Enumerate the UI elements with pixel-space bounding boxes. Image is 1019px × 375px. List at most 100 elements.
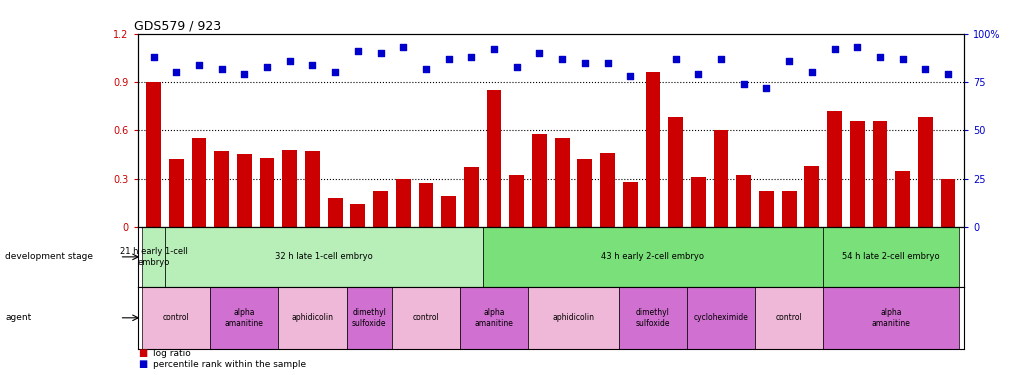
Bar — [599, 153, 614, 227]
Bar — [895, 171, 909, 227]
Bar — [528, 287, 619, 349]
Bar — [142, 287, 210, 349]
Bar — [940, 178, 955, 227]
Point — [168, 69, 184, 75]
Point — [735, 81, 751, 87]
Point — [894, 56, 910, 62]
Bar — [327, 198, 342, 227]
Bar — [373, 192, 387, 227]
Text: 32 h late 1-cell embryo: 32 h late 1-cell embryo — [275, 252, 372, 261]
Point — [712, 56, 729, 62]
Text: aphidicolin: aphidicolin — [552, 314, 594, 322]
Point — [394, 44, 411, 50]
Text: agent: agent — [5, 314, 32, 322]
Bar — [391, 287, 460, 349]
Bar — [687, 287, 754, 349]
Bar — [532, 134, 546, 227]
Text: ■: ■ — [138, 359, 147, 369]
Point — [825, 46, 842, 52]
Point — [576, 60, 592, 66]
Bar — [214, 151, 229, 227]
Point — [440, 56, 457, 62]
Text: development stage: development stage — [5, 252, 93, 261]
Bar — [165, 227, 482, 287]
Bar — [781, 192, 796, 227]
Text: GDS579 / 923: GDS579 / 923 — [133, 20, 220, 33]
Text: control: control — [775, 314, 802, 322]
Bar — [849, 121, 864, 227]
Bar — [464, 167, 478, 227]
Point — [938, 71, 955, 77]
Text: percentile rank within the sample: percentile rank within the sample — [153, 360, 306, 369]
Text: aphidicolin: aphidicolin — [291, 314, 333, 322]
Point — [803, 69, 819, 75]
Bar — [754, 287, 822, 349]
Point — [553, 56, 570, 62]
Bar — [146, 82, 161, 227]
Text: dimethyl
sulfoxide: dimethyl sulfoxide — [352, 308, 386, 327]
Point — [372, 50, 388, 56]
Bar — [917, 117, 931, 227]
Bar — [736, 176, 750, 227]
Point — [327, 69, 343, 75]
Point — [485, 46, 501, 52]
Bar — [351, 204, 365, 227]
Text: ■: ■ — [138, 348, 147, 358]
Text: 21 h early 1-cell
embryо: 21 h early 1-cell embryо — [119, 247, 187, 267]
Point — [848, 44, 864, 50]
Point — [463, 54, 479, 60]
Bar — [278, 287, 346, 349]
Point — [259, 64, 275, 70]
Bar — [554, 138, 569, 227]
Bar — [713, 130, 728, 227]
Point — [666, 56, 683, 62]
Text: alpha
amanitine: alpha amanitine — [225, 308, 264, 327]
Bar — [460, 287, 528, 349]
Point — [281, 58, 298, 64]
Bar — [282, 150, 297, 227]
Bar — [822, 227, 959, 287]
Bar — [871, 121, 887, 227]
Point — [531, 50, 547, 56]
Bar — [623, 182, 637, 227]
Bar — [142, 227, 165, 287]
Bar — [645, 72, 659, 227]
Bar — [441, 196, 455, 227]
Text: 54 h late 2-cell embryo: 54 h late 2-cell embryo — [842, 252, 940, 261]
Point — [236, 71, 253, 77]
Bar — [260, 158, 274, 227]
Point — [508, 64, 525, 70]
Bar — [690, 177, 705, 227]
Bar — [826, 111, 841, 227]
Text: alpha
amanitine: alpha amanitine — [871, 308, 910, 327]
Point — [213, 66, 229, 72]
Text: 43 h early 2-cell embryo: 43 h early 2-cell embryo — [601, 252, 704, 261]
Bar — [822, 287, 959, 349]
Bar — [577, 159, 592, 227]
Text: control: control — [412, 314, 439, 322]
Point — [871, 54, 888, 60]
Bar — [804, 166, 818, 227]
Bar — [486, 90, 501, 227]
Bar — [619, 287, 687, 349]
Bar — [395, 178, 411, 227]
Point — [350, 48, 366, 54]
Text: cycloheximide: cycloheximide — [693, 314, 748, 322]
Point — [916, 66, 932, 72]
Bar — [236, 154, 252, 227]
Bar — [210, 287, 278, 349]
Bar — [418, 183, 433, 227]
Text: log ratio: log ratio — [153, 349, 191, 358]
Point — [146, 54, 162, 60]
Point — [757, 85, 773, 91]
Bar — [169, 159, 183, 227]
Bar — [508, 176, 524, 227]
Bar — [305, 151, 320, 227]
Point — [418, 66, 434, 72]
Bar — [346, 287, 391, 349]
Point — [644, 25, 660, 31]
Bar — [758, 192, 773, 227]
Point — [622, 73, 638, 79]
Bar — [667, 117, 683, 227]
Text: control: control — [163, 314, 190, 322]
